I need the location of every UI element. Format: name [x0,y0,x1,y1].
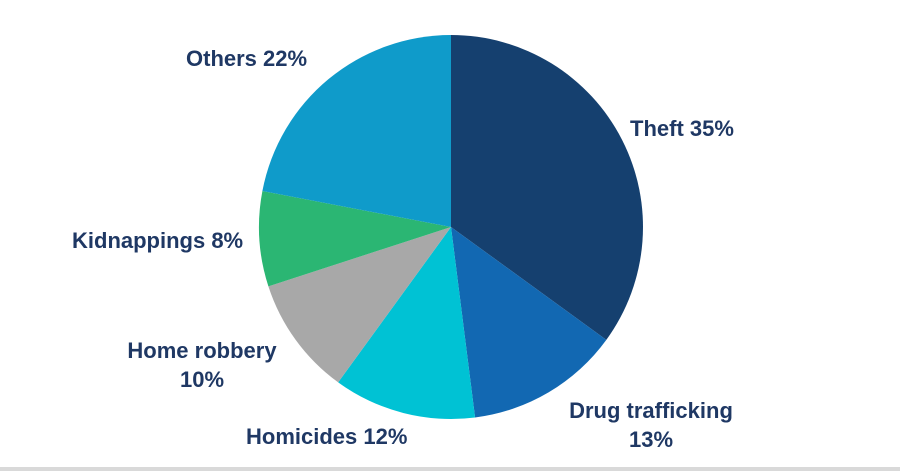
label-theft: Theft 35% [630,114,734,143]
label-theft-text: Theft 35% [630,116,734,141]
pie-slice-others [262,35,451,227]
label-drug-trafficking-line1: Drug trafficking [569,398,733,423]
label-homicides: Homicides 12% [246,422,407,451]
pie-slice-drug-trafficking [451,227,607,418]
label-homicides-text: Homicides 12% [246,424,408,449]
label-kidnappings-text: Kidnappings 8% [72,228,244,253]
label-others-text: Others 22% [186,46,308,71]
pie-slice-homicides [338,227,476,420]
label-others: Others 22% [186,44,307,73]
pie-slice-kidnappings [259,191,451,287]
pie-slice-theft [451,35,643,340]
label-home-robbery-line2: 10% [179,367,225,392]
label-home-robbery: Home robbery 10% [108,336,296,394]
label-kidnappings: Kidnappings 8% [72,226,243,255]
label-drug-trafficking: Drug trafficking 13% [545,396,757,454]
bottom-divider [0,467,900,471]
label-home-robbery-line1: Home robbery [127,338,277,363]
pie-slice-home-robbery [268,227,451,383]
label-drug-trafficking-line2: 13% [628,427,674,452]
